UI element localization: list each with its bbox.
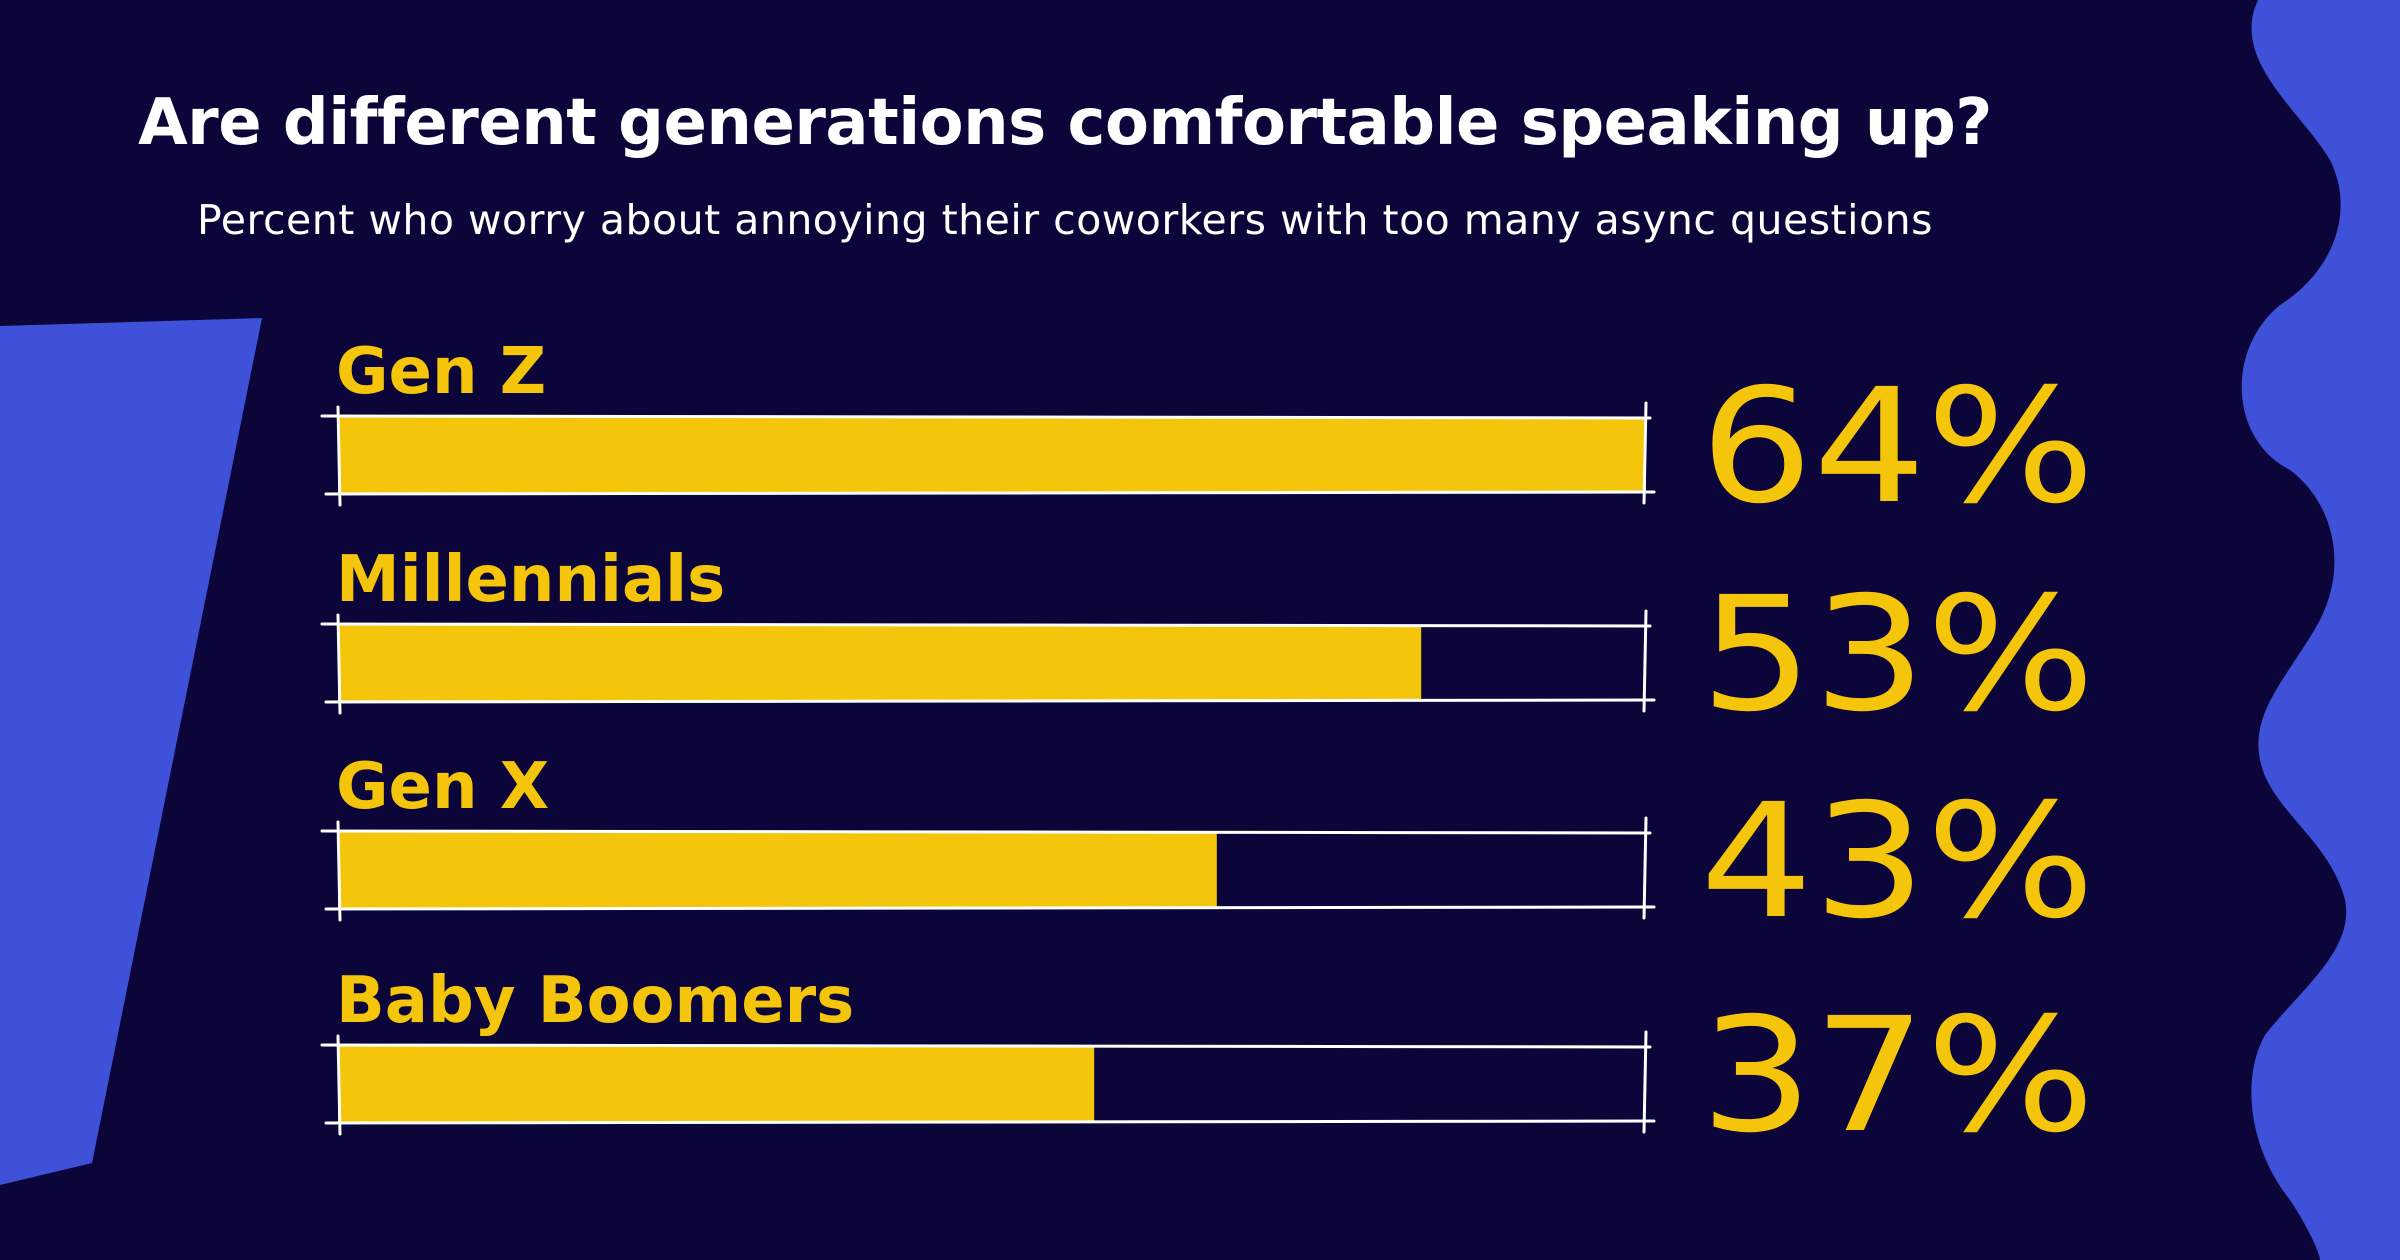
value-label: 64% [1700, 355, 2095, 539]
bar-track-outline [320, 622, 1652, 628]
bar-track-outline [320, 1043, 1652, 1049]
value-label: 53% [1700, 563, 2095, 747]
bar [338, 832, 1217, 908]
chart-subtitle: Percent who worry about annoying their c… [197, 196, 1933, 244]
bar-row: Baby Boomers 37% [320, 964, 2095, 1168]
bar [338, 417, 1646, 493]
value-label: 43% [1700, 770, 2095, 954]
chart-title: Are different generations comfortable sp… [138, 86, 1992, 160]
category-label: Gen Z [336, 335, 546, 409]
value-label: 37% [1700, 984, 2095, 1168]
bar [338, 1046, 1095, 1122]
bar-track-outline [320, 829, 1652, 835]
bar-track-outline [1642, 1030, 1648, 1134]
bar-track-outline [324, 905, 1656, 911]
bar-track-outline [324, 698, 1656, 704]
category-label: Baby Boomers [336, 964, 854, 1038]
bar-row: Gen X 43% [320, 750, 2095, 954]
bar-track-outline [336, 1034, 342, 1136]
bar-track-outline [320, 414, 1652, 420]
bar [338, 625, 1422, 701]
bar-track-outline [336, 820, 342, 922]
bar-row: Millennials 53% [320, 543, 2095, 747]
bar-row: Gen Z 64% [320, 335, 2095, 539]
bar-track-outline [1642, 401, 1648, 505]
bar-track-outline [336, 613, 342, 715]
bar-track-outline [1642, 816, 1648, 920]
bar-track-outline [324, 490, 1656, 496]
left-blue-panel [0, 318, 262, 1185]
right-wavy-panel [2241, 0, 2400, 1260]
bar-track-outline [1642, 609, 1648, 713]
bar-track-outline [324, 1119, 1656, 1125]
category-label: Millennials [336, 543, 725, 617]
category-label: Gen X [336, 750, 549, 824]
bar-track-outline [336, 405, 342, 507]
